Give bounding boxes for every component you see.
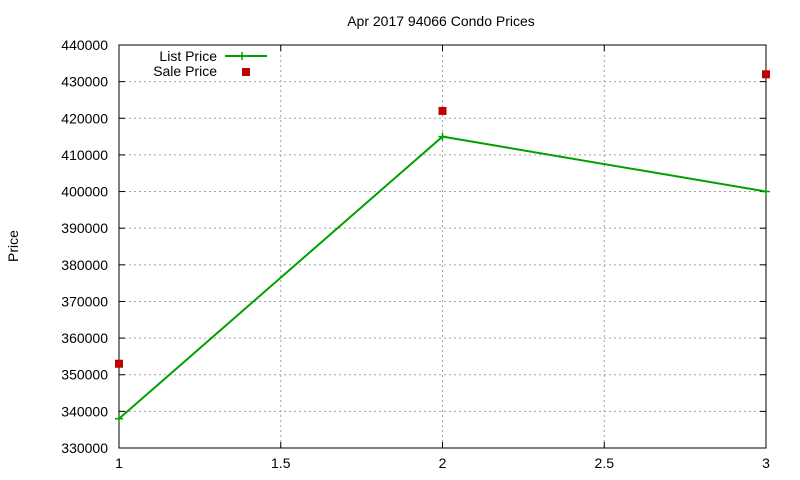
legend-list-price-marker bbox=[238, 52, 246, 60]
y-tick-label: 380000 bbox=[61, 257, 108, 273]
y-tick-label: 410000 bbox=[61, 147, 108, 163]
y-tick-label: 350000 bbox=[61, 367, 108, 383]
y-tick-label: 370000 bbox=[61, 293, 108, 309]
x-tick-label: 1.5 bbox=[271, 455, 291, 471]
grid bbox=[119, 45, 766, 448]
list-price-point bbox=[115, 414, 123, 423]
ticks: 330000 340000 350000 360000 370000 380000 3900… bbox=[61, 37, 770, 471]
chart-title: Apr 2017 94066 Condo Prices bbox=[347, 13, 535, 29]
sale-price-point bbox=[438, 106, 447, 115]
legend-sale-price-marker bbox=[242, 68, 250, 76]
legend-list-price: List Price bbox=[159, 48, 217, 64]
sale-price-point bbox=[115, 359, 123, 368]
y-axis-label: Price bbox=[5, 230, 21, 262]
x-tick-label: 3 bbox=[762, 455, 770, 471]
y-tick-label: 340000 bbox=[61, 403, 108, 419]
x-tick-label: 2 bbox=[439, 455, 447, 471]
y-tick-label: 360000 bbox=[61, 330, 108, 346]
x-tick-label: 1 bbox=[115, 455, 123, 471]
list-price-point bbox=[762, 187, 770, 196]
y-tick-label: 440000 bbox=[61, 37, 108, 53]
legend-sale-price: Sale Price bbox=[153, 63, 217, 79]
y-tick-label: 420000 bbox=[61, 110, 108, 126]
y-tick-label: 330000 bbox=[61, 440, 108, 456]
plot-border bbox=[118, 44, 767, 449]
x-tick-label: 2.5 bbox=[595, 455, 615, 471]
y-tick-label: 390000 bbox=[61, 220, 108, 236]
legend: List Price Sale Price bbox=[153, 48, 267, 79]
list-price-point bbox=[438, 132, 447, 141]
series bbox=[115, 70, 770, 423]
sale-price-point bbox=[762, 70, 770, 79]
y-tick-label: 430000 bbox=[61, 74, 108, 90]
y-tick-label: 400000 bbox=[61, 184, 108, 200]
